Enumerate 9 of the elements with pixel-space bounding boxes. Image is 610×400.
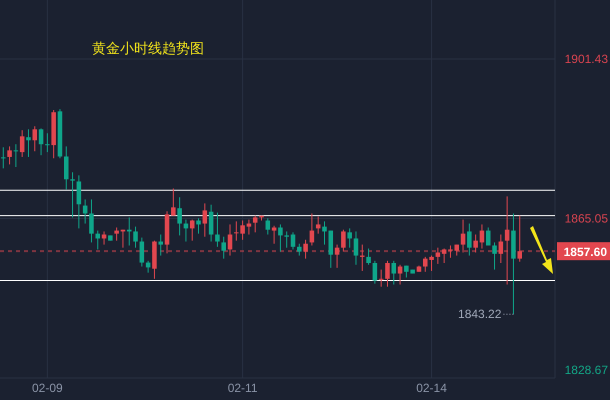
x-tick-label: 02-09	[32, 381, 64, 395]
y-tick-label: 1901.43	[564, 52, 608, 66]
y-tick-label: 1828.67	[564, 363, 608, 377]
annotation: 1843.22	[458, 307, 502, 322]
x-tick-label: 02-14	[416, 381, 448, 395]
ref-line-label: 1857.60	[564, 245, 608, 260]
x-tick-label: 02-11	[228, 381, 258, 395]
text: 黄金小时线趋势图	[92, 40, 204, 56]
y-tick-label: 1865.05	[564, 212, 608, 226]
